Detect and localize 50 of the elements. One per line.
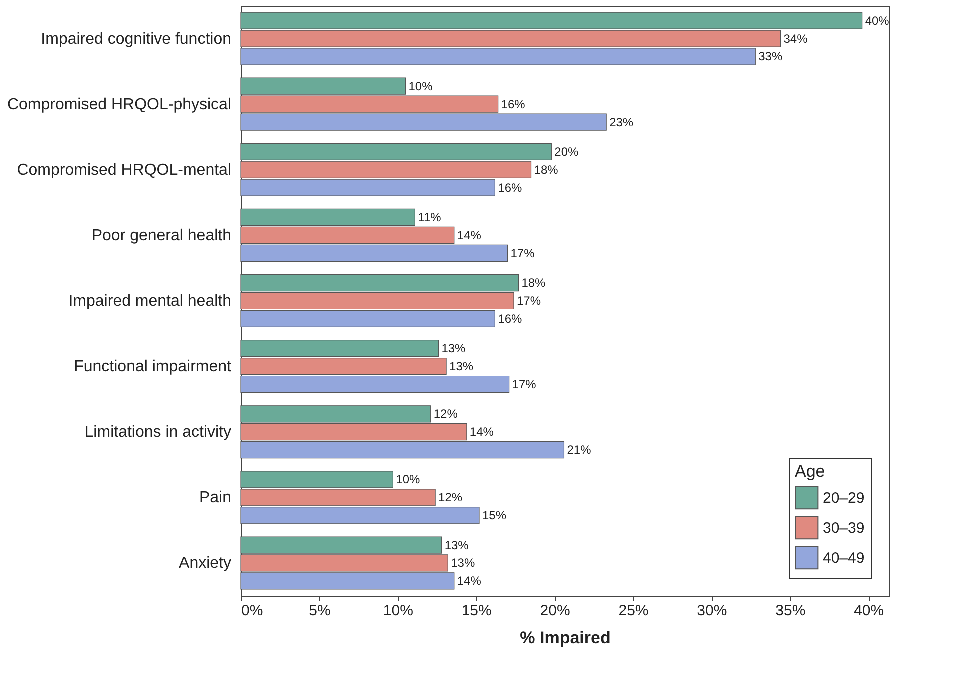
data-label: 17%	[517, 294, 542, 308]
data-label: 13%	[450, 360, 474, 374]
y-tick-label: Compromised HRQOL-physical	[7, 96, 232, 114]
legend-label: 20–29	[823, 490, 865, 507]
data-label: 33%	[758, 50, 783, 64]
data-label: 17%	[512, 378, 537, 392]
data-label: 13%	[451, 556, 476, 570]
x-tick-label: 10%	[383, 602, 414, 620]
data-label: 18%	[534, 162, 559, 177]
y-tick-label: Anxiety	[179, 555, 232, 572]
x-tick-label: 30%	[697, 602, 728, 620]
data-label: 21%	[567, 443, 592, 458]
data-label: 16%	[501, 97, 526, 112]
data-label: 17%	[510, 246, 536, 260]
data-label: 34%	[784, 32, 808, 46]
y-tick-label: Functional impairment	[74, 358, 232, 376]
data-label: 13%	[442, 342, 466, 356]
data-label: 18%	[522, 276, 546, 290]
data-label: 14%	[457, 228, 482, 242]
legend-label: 40–49	[823, 550, 865, 567]
legend-title: Age	[795, 462, 826, 481]
y-tick-label: Impaired mental health	[68, 293, 232, 310]
x-tick-label: 40%	[854, 602, 884, 620]
y-tick-label: Pain	[199, 490, 232, 507]
x-tick-label: 20%	[540, 602, 570, 620]
data-label: 11%	[418, 210, 442, 224]
data-label: 15%	[482, 508, 507, 523]
y-tick-label: Limitations in activity	[84, 424, 232, 442]
y-tick-label: Impaired cognitive function	[41, 30, 232, 48]
data-label: 13%	[444, 538, 470, 552]
x-axis-title: % Impaired	[520, 628, 611, 648]
x-tick-label: 35%	[776, 602, 806, 620]
x-tick-label: 15%	[462, 602, 492, 620]
x-tick-label: 5%	[309, 602, 331, 620]
data-label: 12%	[438, 490, 463, 505]
x-tick-label: 0%	[242, 602, 264, 620]
data-label: 10%	[396, 472, 421, 487]
data-label: 10%	[408, 79, 434, 94]
x-tick-label: 25%	[618, 602, 649, 620]
data-label: 40%	[865, 14, 890, 28]
data-label: 12%	[434, 407, 458, 422]
data-label: 14%	[470, 425, 494, 440]
data-label: 16%	[498, 312, 523, 326]
y-tick-label: Compromised HRQOL-mental	[17, 162, 232, 179]
data-label: 16%	[498, 180, 523, 195]
y-tick-label: Poor general health	[92, 227, 232, 244]
data-label: 14%	[457, 574, 482, 588]
data-label: 20%	[554, 144, 580, 159]
data-label: 23%	[610, 115, 634, 130]
legend-label: 30–39	[823, 520, 865, 537]
